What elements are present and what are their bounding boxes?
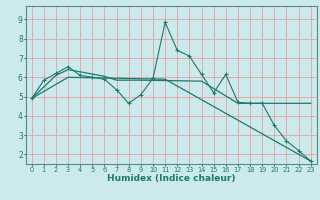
- X-axis label: Humidex (Indice chaleur): Humidex (Indice chaleur): [107, 174, 236, 183]
